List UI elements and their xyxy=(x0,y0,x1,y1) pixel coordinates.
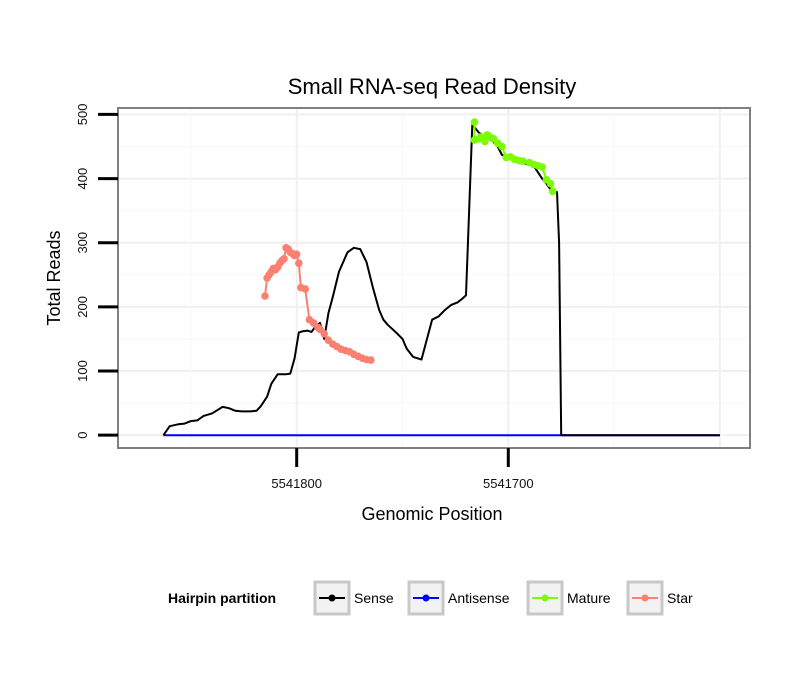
axes: 0 100 200 300 400 500 5541800 5541700 xyxy=(75,104,534,491)
legend-key-point-antisense xyxy=(422,594,430,602)
legend-label-mature: Mature xyxy=(567,590,611,606)
data-point-star xyxy=(320,330,329,338)
legend-key-point-sense xyxy=(328,594,336,602)
legend-item-sense: Sense xyxy=(313,580,394,616)
data-point-mature xyxy=(546,179,555,188)
plot-panel xyxy=(118,108,750,448)
legend-label-sense: Sense xyxy=(354,590,394,606)
y-tick-label-400: 400 xyxy=(75,168,90,190)
legend-label-star: Star xyxy=(667,590,693,606)
data-point-star xyxy=(301,285,310,293)
x-axis-title: Genomic Position xyxy=(361,504,502,524)
data-point-star xyxy=(292,250,301,259)
data-point-mature xyxy=(498,142,506,151)
data-point-mature xyxy=(548,187,557,196)
legend: Hairpin partition Sense Antisense Mature St… xyxy=(168,580,693,616)
series-layer xyxy=(162,118,720,437)
legend-item-antisense: Antisense xyxy=(407,580,510,616)
chart-title: Small RNA-seq Read Density xyxy=(288,74,577,99)
y-tick-label-200: 200 xyxy=(75,296,90,318)
data-point-mature xyxy=(519,157,527,165)
legend-title: Hairpin partition xyxy=(168,590,276,606)
legend-label-antisense: Antisense xyxy=(448,590,510,606)
data-point-star xyxy=(261,292,269,300)
y-tick-label-500: 500 xyxy=(75,104,90,126)
legend-key-point-star xyxy=(641,594,649,602)
legend-item-star: Star xyxy=(626,580,693,616)
legend-item-mature: Mature xyxy=(526,580,611,616)
data-point-star xyxy=(295,259,303,268)
data-point-mature xyxy=(538,163,546,171)
y-tick-label-0: 0 xyxy=(75,432,90,439)
y-tick-label-300: 300 xyxy=(75,232,90,254)
legend-key-point-mature xyxy=(541,594,549,602)
x-tick-label-5541800: 5541800 xyxy=(271,476,322,491)
grid-lines xyxy=(118,108,750,448)
data-point-mature xyxy=(470,118,479,126)
data-point-star xyxy=(280,254,288,263)
x-tick-label-5541700: 5541700 xyxy=(483,476,534,491)
data-point-mature xyxy=(481,137,489,146)
plot-border xyxy=(117,107,751,449)
data-point-star xyxy=(367,356,375,364)
y-tick-label-100: 100 xyxy=(75,360,90,382)
series-mature xyxy=(470,118,557,196)
y-axis-title: Total Reads xyxy=(44,230,64,325)
series-star xyxy=(261,244,375,364)
